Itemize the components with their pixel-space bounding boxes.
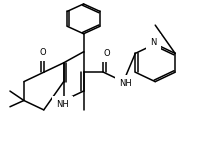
Text: N: N [150, 38, 156, 47]
Text: O: O [39, 48, 46, 57]
Text: NH: NH [119, 79, 132, 89]
Text: NH: NH [56, 100, 69, 109]
Text: O: O [103, 49, 110, 58]
